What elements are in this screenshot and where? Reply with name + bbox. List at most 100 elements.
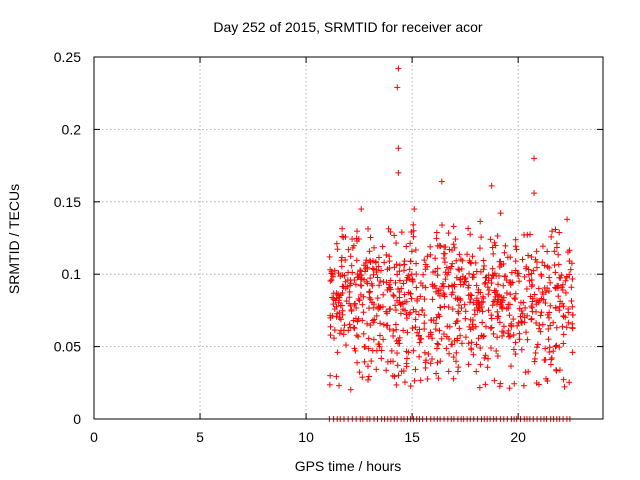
data-point: [380, 278, 387, 285]
data-point: [380, 336, 387, 343]
data-point: [410, 347, 417, 354]
data-point: [493, 347, 500, 354]
data-point: [499, 332, 506, 339]
data-point: [427, 243, 434, 250]
data-point: [390, 293, 397, 300]
data-point: [544, 248, 551, 255]
data-point: [367, 288, 374, 295]
data-point: [352, 347, 359, 354]
data-point: [411, 377, 418, 384]
data-point: [437, 358, 444, 365]
data-point: [328, 277, 335, 284]
data-point: [458, 304, 465, 311]
data-point: [327, 323, 334, 330]
data-point: [362, 265, 369, 272]
data-point: [565, 309, 572, 316]
data-point: [333, 240, 340, 247]
data-point: [516, 330, 523, 337]
data-point: [434, 242, 441, 249]
data-point: [512, 243, 519, 250]
data-point: [480, 257, 487, 264]
data-point: [549, 228, 556, 235]
data-point: [466, 299, 473, 306]
data-point: [512, 296, 519, 303]
data-point: [477, 361, 484, 368]
data-point: [454, 317, 461, 324]
data-point: [433, 229, 440, 236]
data-point: [358, 282, 365, 289]
data-point: [336, 330, 343, 337]
data-point: [563, 274, 570, 281]
data-point: [553, 324, 560, 331]
data-point: [365, 225, 372, 232]
data-point: [409, 325, 416, 332]
data-point: [496, 263, 503, 270]
data-point: [457, 332, 464, 339]
data-point: [450, 375, 457, 382]
data-point: [402, 379, 409, 386]
data-point: [396, 334, 403, 341]
data-point: [531, 155, 538, 162]
data-point: [464, 251, 471, 258]
data-point: [513, 246, 520, 253]
data-point: [435, 375, 442, 382]
data-point: [408, 295, 415, 302]
data-point: [482, 352, 489, 359]
plot-frame: [93, 56, 604, 420]
data-point: [479, 319, 486, 326]
data-point: [432, 268, 439, 275]
data-point: [552, 226, 559, 233]
data-point: [533, 248, 540, 255]
data-point: [421, 296, 428, 303]
data-point: [409, 278, 416, 285]
data-point: [413, 260, 420, 267]
data-point: [432, 320, 439, 327]
data-point: [457, 281, 464, 288]
data-point: [330, 335, 337, 342]
data-point: [548, 355, 555, 362]
data-point: [377, 267, 384, 274]
data-point: [522, 369, 529, 376]
x-axis-label: GPS time / hours: [295, 458, 402, 474]
data-point: [500, 329, 507, 336]
data-point: [346, 294, 353, 301]
data-point: [512, 350, 519, 357]
data-point: [547, 322, 554, 329]
data-point: [433, 345, 440, 352]
data-point: [462, 315, 469, 322]
data-point: [354, 359, 361, 366]
data-point: [516, 278, 523, 285]
data-point: [535, 285, 542, 292]
data-point: [455, 302, 462, 309]
data-point: [395, 145, 402, 152]
data-point: [471, 307, 478, 314]
data-point: [410, 221, 417, 228]
data-point: [441, 259, 448, 266]
data-point: [564, 216, 571, 223]
data-point: [485, 291, 492, 298]
data-point: [425, 350, 432, 357]
data-point: [379, 303, 386, 310]
data-point: [390, 332, 397, 339]
data-point: [386, 281, 393, 288]
data-point: [568, 298, 575, 305]
data-point: [391, 264, 398, 271]
data-point: [542, 345, 549, 352]
data-point: [523, 329, 530, 336]
data-point: [403, 315, 410, 322]
data-point: [401, 291, 408, 298]
data-point: [566, 258, 573, 265]
data-point: [434, 359, 441, 366]
data-point: [403, 355, 410, 362]
data-point: [451, 244, 458, 251]
data-point: [457, 276, 464, 283]
data-point: [327, 312, 334, 319]
data-point: [360, 330, 367, 337]
data-point: [429, 356, 436, 363]
data-point: [566, 379, 573, 386]
data-point: [534, 341, 541, 348]
data-point: [361, 262, 368, 269]
data-point: [392, 302, 399, 309]
data-point: [477, 289, 484, 296]
